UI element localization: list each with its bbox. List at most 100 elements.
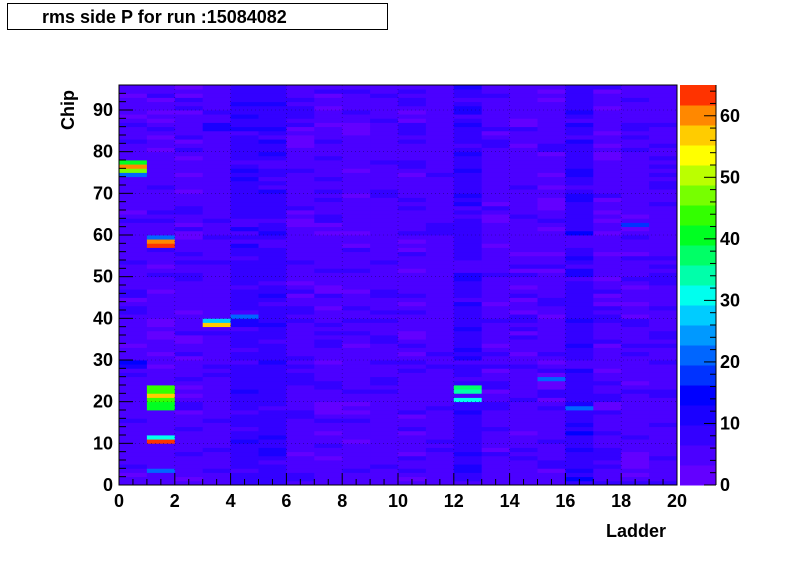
heatmap-cell (230, 418, 259, 423)
heatmap-cell (398, 276, 427, 282)
heatmap-cell (509, 422, 538, 428)
heatmap-cell (174, 460, 204, 465)
heatmap-cell (649, 451, 678, 457)
heatmap-cell (453, 385, 483, 390)
heatmap-cell (537, 151, 566, 157)
heatmap-cell (202, 376, 231, 382)
heatmap-cell (146, 189, 176, 194)
heatmap-cell (174, 243, 204, 248)
heatmap-cell (370, 401, 399, 407)
heatmap-cell (174, 143, 204, 148)
colorbar-bin (680, 165, 716, 186)
heatmap-cell (146, 476, 176, 482)
heatmap-cell (202, 435, 231, 440)
heatmap-cell (370, 364, 399, 369)
heatmap-cell (258, 110, 287, 115)
heatmap-cell (649, 330, 678, 336)
heatmap-cell (342, 155, 371, 161)
heatmap-cell (258, 160, 287, 165)
heatmap-cell (565, 418, 594, 423)
heatmap-cell (258, 101, 287, 107)
heatmap-cell (314, 397, 343, 403)
heatmap-cell (342, 85, 371, 90)
y-tick-label: 0 (103, 475, 113, 495)
heatmap-cell (593, 89, 622, 94)
heatmap-cell (258, 280, 287, 286)
heatmap-cell (286, 110, 315, 115)
heatmap-cell (119, 101, 148, 107)
heatmap-cell (370, 372, 399, 378)
heatmap-cell (146, 451, 176, 457)
heatmap-cell (146, 351, 176, 357)
heatmap-cell (314, 318, 343, 323)
heatmap-cell (230, 330, 259, 336)
heatmap-cell (621, 443, 650, 448)
heatmap-cell (230, 135, 259, 140)
heatmap-cell (314, 393, 343, 398)
heatmap-cell (565, 401, 594, 407)
heatmap-cell (649, 305, 678, 311)
heatmap-cell (119, 251, 148, 257)
heatmap-cell (537, 468, 566, 473)
heatmap-cell (621, 168, 650, 173)
heatmap-cell (370, 439, 399, 444)
heatmap-cell (286, 93, 315, 98)
heatmap-cell (202, 214, 231, 219)
heatmap-cell (230, 93, 259, 98)
heatmap-cell (537, 105, 566, 111)
heatmap-cell (537, 268, 566, 273)
heatmap-cell (146, 264, 176, 269)
heatmap-cell (202, 276, 231, 282)
heatmap-cell (342, 389, 371, 394)
heatmap-cell (174, 414, 204, 419)
heatmap-cell (649, 376, 678, 382)
heatmap-cell (146, 222, 176, 228)
heatmap-cell (258, 410, 287, 415)
heatmap-cell (509, 476, 538, 482)
heatmap-cell (453, 205, 483, 211)
heatmap-cell (593, 105, 622, 111)
heatmap-cell (481, 255, 510, 261)
heatmap-cell (258, 205, 287, 211)
heatmap-cell (593, 347, 622, 353)
heatmap-cell (565, 201, 594, 207)
heatmap-cell (230, 472, 259, 478)
y-tick-label: 20 (93, 392, 113, 412)
heatmap-cell (453, 472, 483, 478)
heatmap-cell (342, 255, 371, 261)
heatmap-cell (342, 330, 371, 336)
heatmap-cell (174, 97, 204, 103)
heatmap-cell (286, 251, 315, 257)
heatmap-cell (146, 435, 176, 440)
heatmap-cell (537, 297, 566, 303)
heatmap-cell (370, 380, 399, 386)
heatmap-cell (649, 289, 678, 294)
heatmap-cell (146, 218, 176, 223)
heatmap-cell (565, 85, 594, 90)
heatmap-cell (202, 235, 231, 240)
heatmap-cell (174, 201, 204, 207)
heatmap-cell (425, 105, 455, 111)
heatmap-cell (593, 310, 622, 315)
heatmap-cell (425, 93, 455, 98)
heatmap-cell (174, 305, 204, 311)
heatmap-cell (314, 185, 343, 190)
heatmap-cell (509, 126, 538, 132)
heatmap-cell (174, 310, 204, 315)
heatmap-cell (537, 364, 566, 369)
heatmap-cell (509, 343, 538, 348)
heatmap-cell (119, 135, 148, 140)
heatmap-cell (119, 326, 148, 332)
heatmap-cell (453, 251, 483, 257)
heatmap-cell (202, 335, 231, 340)
heatmap-cell (425, 368, 455, 373)
heatmap-cell (286, 218, 315, 223)
heatmap-cell (481, 172, 510, 178)
heatmap-cell (258, 364, 287, 369)
heatmap-cell (230, 439, 259, 444)
heatmap-cell (565, 297, 594, 303)
heatmap-cell (649, 372, 678, 378)
heatmap-cell (119, 351, 148, 357)
heatmap-cell (621, 135, 650, 140)
heatmap-cell (174, 368, 204, 373)
